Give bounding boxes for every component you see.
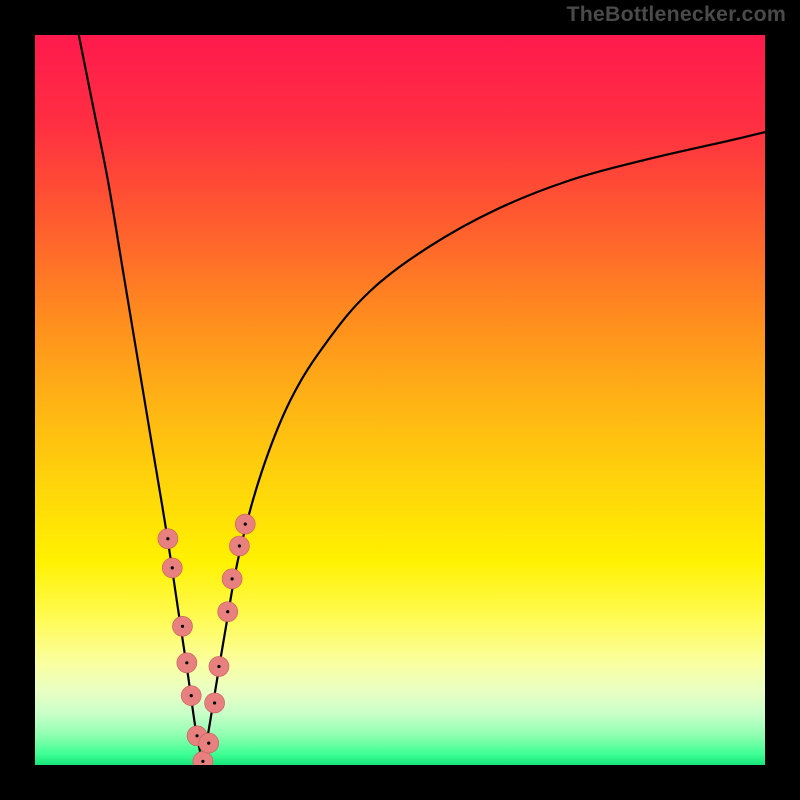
- data-marker-center: [195, 734, 198, 737]
- data-marker-center: [217, 665, 220, 668]
- data-marker-center: [207, 742, 210, 745]
- data-marker-center: [181, 625, 184, 628]
- data-marker-center: [166, 537, 169, 540]
- chart-root: TheBottlenecker.com: [0, 0, 800, 800]
- attribution-label: TheBottlenecker.com: [566, 2, 786, 27]
- data-marker-center: [226, 610, 229, 613]
- data-marker-center: [238, 544, 241, 547]
- data-marker-center: [185, 661, 188, 664]
- data-marker-center: [244, 523, 247, 526]
- data-marker-center: [213, 701, 216, 704]
- bottleneck-chart: [0, 0, 800, 800]
- data-marker-center: [171, 566, 174, 569]
- data-marker-center: [231, 577, 234, 580]
- data-marker-center: [190, 694, 193, 697]
- data-marker-center: [201, 760, 204, 763]
